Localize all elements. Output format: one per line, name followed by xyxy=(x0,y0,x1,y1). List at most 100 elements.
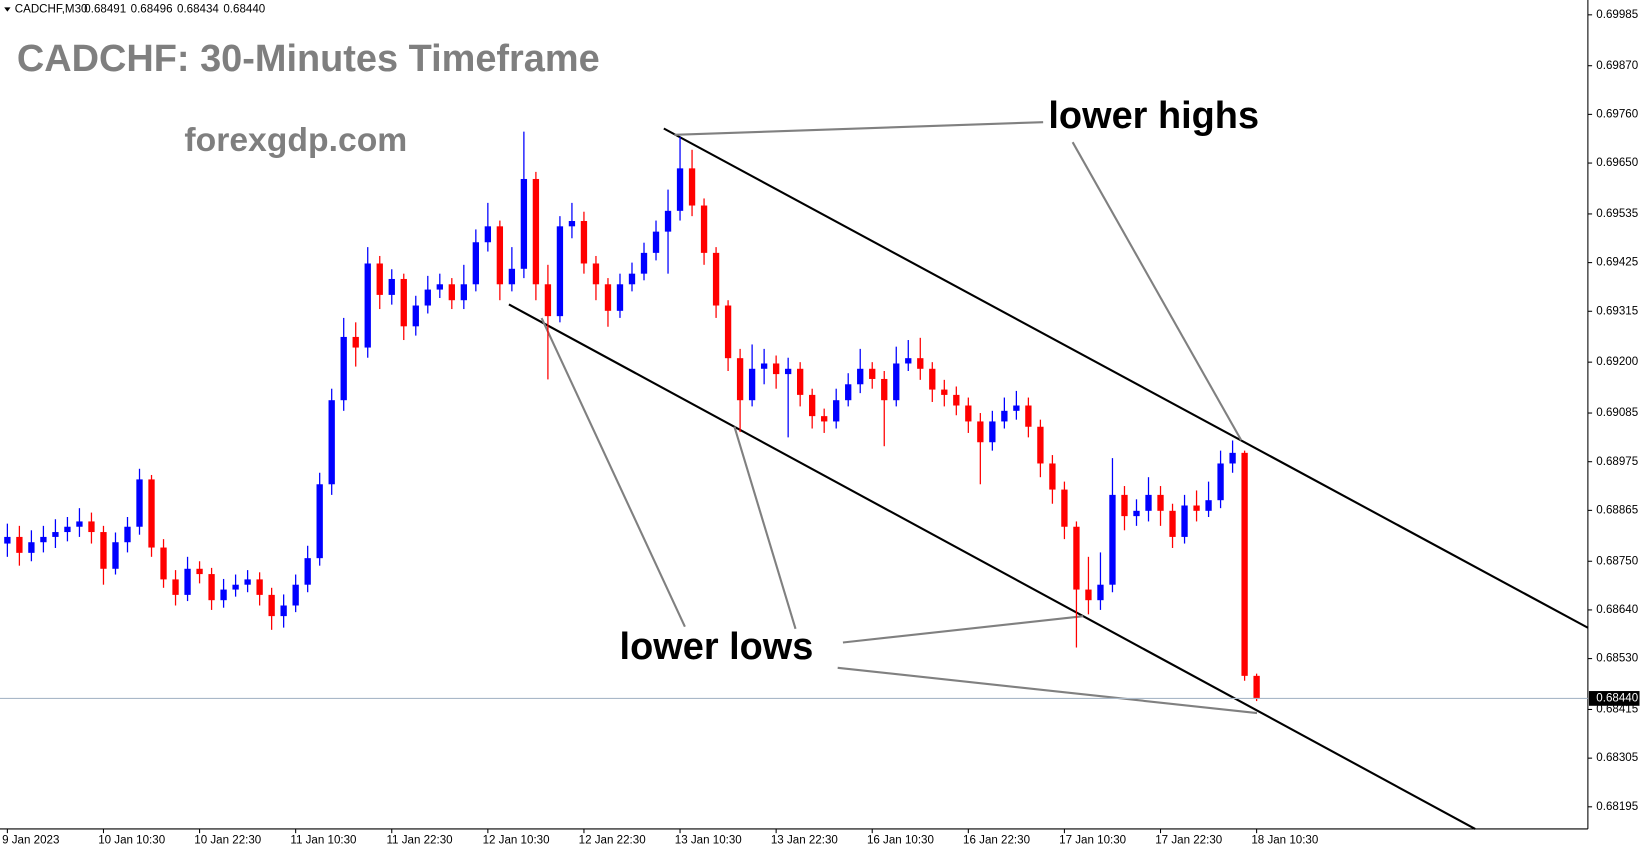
candle-body xyxy=(16,536,23,553)
x-tick-label: 16 Jan 22:30 xyxy=(963,835,1030,847)
candle-body xyxy=(148,479,155,548)
candle-body xyxy=(736,358,744,401)
candle-body xyxy=(40,536,47,543)
candle-body xyxy=(1001,410,1008,422)
x-tick-label: 10 Jan 10:30 xyxy=(98,835,165,847)
candle-body xyxy=(1049,463,1056,490)
y-tick-label: 0.69760 xyxy=(1596,108,1638,120)
candle-body xyxy=(136,479,143,527)
candle-body xyxy=(244,579,251,585)
candle-body xyxy=(4,536,11,544)
y-tick-label: 0.69870 xyxy=(1596,60,1638,72)
x-tick-label: 11 Jan 22:30 xyxy=(386,835,452,847)
candle-body xyxy=(172,579,179,595)
candle-body xyxy=(556,226,564,317)
x-tick-label: 13 Jan 10:30 xyxy=(675,835,742,847)
candle-body xyxy=(484,226,492,243)
pointers xyxy=(540,121,1258,715)
header-value: 0.68491 xyxy=(84,4,126,16)
candle-body xyxy=(664,210,672,232)
candle-body xyxy=(28,542,35,553)
candle-body xyxy=(1217,463,1224,501)
candle-body xyxy=(1133,510,1140,517)
x-tick-label: 17 Jan 22:30 xyxy=(1155,835,1222,847)
y-tick-label: 0.69200 xyxy=(1596,356,1638,368)
current-price-box xyxy=(1588,691,1640,706)
header-value: 0.68434 xyxy=(177,4,219,16)
candle-body xyxy=(604,284,612,311)
current-price-label: 0.68440 xyxy=(1596,692,1638,704)
candle-body xyxy=(232,584,239,590)
candle-body xyxy=(857,368,864,385)
candle-body xyxy=(1013,405,1020,411)
candle-body xyxy=(520,178,528,269)
x-tick-label: 16 Jan 10:30 xyxy=(867,835,934,847)
candle-body xyxy=(712,252,720,306)
candle-body xyxy=(436,284,443,290)
x-tick-label: 12 Jan 22:30 xyxy=(579,835,646,847)
candle-body xyxy=(953,394,960,406)
x-tick-label: 13 Jan 22:30 xyxy=(771,835,838,847)
candle-body xyxy=(76,521,83,527)
candle-body xyxy=(917,358,924,369)
pointer xyxy=(540,317,686,628)
candle-body xyxy=(256,579,263,595)
candle-body xyxy=(100,532,107,569)
y-tick-label: 0.68195 xyxy=(1596,801,1638,813)
candle-body xyxy=(1025,405,1032,427)
candle-body xyxy=(1205,500,1212,511)
candle-body xyxy=(304,558,311,585)
candle-body xyxy=(1085,589,1092,601)
candle-body xyxy=(508,268,516,285)
candle-body xyxy=(688,168,696,206)
candle-body xyxy=(760,363,768,369)
y-tick-label: 0.69085 xyxy=(1596,407,1638,419)
watermark: forexgdp.com xyxy=(184,121,407,159)
x-tick-label: 17 Jan 10:30 xyxy=(1059,835,1126,847)
annotation: lower lows xyxy=(620,626,814,668)
candle-body xyxy=(316,484,323,559)
candle-body xyxy=(280,605,287,617)
symbol: CADCHF,M30 xyxy=(15,4,88,16)
candle-body xyxy=(796,368,804,395)
candle-body xyxy=(592,263,600,285)
x-tick-label: 11 Jan 10:30 xyxy=(290,835,356,847)
candle-body xyxy=(1073,526,1080,590)
pointer xyxy=(837,666,1258,715)
y-tick-label: 0.68530 xyxy=(1596,653,1638,665)
candle-body xyxy=(460,284,467,301)
candle-body xyxy=(833,400,840,422)
candle-body xyxy=(532,178,540,285)
annotation: lower highs xyxy=(1048,95,1259,137)
candle-body xyxy=(1241,452,1248,676)
candle-body xyxy=(412,305,419,327)
channel xyxy=(508,127,1589,830)
candle-body xyxy=(1169,510,1176,537)
candle-body xyxy=(784,368,792,375)
candle-body xyxy=(1253,675,1260,699)
candle-body xyxy=(700,205,708,253)
candle-body xyxy=(652,231,660,253)
candle-body xyxy=(1109,494,1116,585)
y-tick-label: 0.69535 xyxy=(1596,208,1638,220)
candle-body xyxy=(292,584,299,606)
x-tick-label: 10 Jan 22:30 xyxy=(194,835,261,847)
candle-body xyxy=(400,278,407,327)
y-tick-label: 0.68865 xyxy=(1596,504,1638,516)
candle-body xyxy=(1097,584,1104,601)
y-tick-label: 0.68640 xyxy=(1596,604,1638,616)
menu-arrow[interactable] xyxy=(4,7,11,12)
y-tick-label: 0.69985 xyxy=(1596,9,1638,21)
pointer xyxy=(842,615,1084,644)
y-tick-label: 0.69425 xyxy=(1596,257,1638,269)
candle-body xyxy=(112,542,119,569)
candle-body xyxy=(724,305,732,359)
y-tick-label: 0.68975 xyxy=(1596,456,1638,468)
candle-body xyxy=(328,400,335,485)
candle-body xyxy=(580,221,588,264)
candle-body xyxy=(640,252,648,274)
candle-body xyxy=(88,521,95,533)
candle-body xyxy=(208,574,215,601)
candle-body xyxy=(1145,494,1152,511)
candle-body xyxy=(905,358,912,364)
